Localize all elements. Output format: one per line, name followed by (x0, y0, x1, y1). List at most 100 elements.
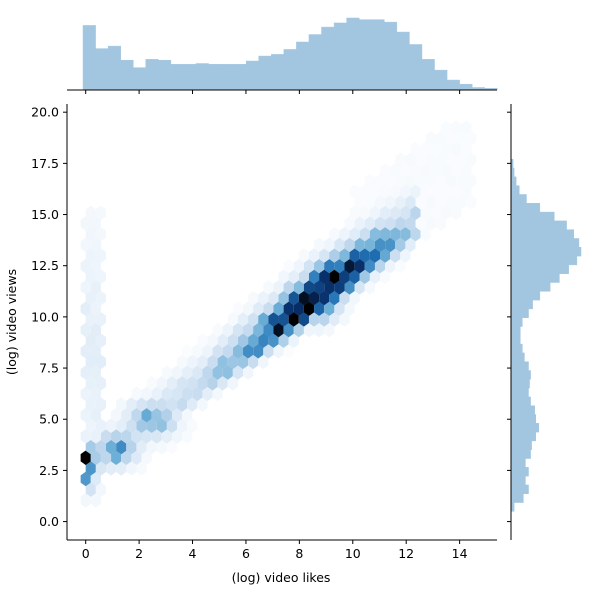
hexbin-cell (80, 450, 91, 465)
x-marginal-bar (346, 17, 360, 91)
hexbin-cell (253, 301, 264, 316)
hexbin-cell (248, 354, 259, 370)
x-marginal-bar (245, 60, 260, 91)
hexbin-cell (359, 184, 370, 199)
hexbin-cell (161, 365, 172, 380)
hexbin-cell (380, 226, 391, 242)
hexbin-cell (364, 195, 375, 210)
hexbin-cell (136, 397, 147, 412)
hexbin-cell (232, 301, 244, 316)
hexbin-cell (192, 344, 203, 359)
hexbin-cell (456, 152, 467, 167)
hexbin-cell (364, 280, 375, 295)
hexbin-cell (212, 344, 223, 359)
hexbin-cell (303, 322, 315, 338)
hexbin-cell (243, 365, 254, 380)
hexbin-cell (95, 290, 106, 306)
hexbin-cell (430, 205, 441, 221)
hexbin-cell (232, 322, 244, 338)
hexbin-cell (308, 312, 320, 327)
hexbin-cell (156, 418, 167, 434)
hexbin-cell (430, 163, 441, 178)
y-marginal-bar (510, 405, 535, 415)
top-hist-ticks (85, 90, 461, 94)
x-tick-label: 6 (242, 546, 250, 561)
hexbin-cell (369, 205, 381, 221)
hexbin-cell (420, 163, 431, 178)
hexbin-cell (227, 312, 238, 327)
hexbin-cells (80, 120, 477, 508)
hexbin-cell (354, 195, 365, 210)
hexbin-cell (390, 184, 401, 199)
y-marginal-bar (510, 467, 529, 477)
hexbin-cell (105, 439, 117, 455)
hexbin-cell (405, 216, 416, 231)
x-marginal-bar (446, 79, 460, 91)
hexbin-cell (410, 163, 421, 178)
hexbin-cell (293, 322, 304, 338)
x-marginal-bar (321, 26, 335, 91)
hexbin-cell (420, 226, 431, 242)
x-marginal-bar (333, 22, 347, 91)
hexbin-cell (90, 258, 101, 274)
hexbin-cell (146, 418, 157, 434)
hexbin-cell (95, 226, 106, 242)
hexbin-cell (222, 322, 233, 338)
hexbin-cell (95, 461, 106, 476)
hexbin-cell (420, 184, 431, 199)
hexbin-cell (182, 365, 193, 380)
hexbin-cell (136, 439, 147, 455)
hexbin-cell (324, 237, 335, 253)
x-marginal-bar (158, 59, 172, 91)
hexbin-cell (146, 439, 157, 455)
hexbin-cell (80, 407, 91, 423)
hexbin-cell (80, 365, 91, 380)
y-tick-label: 0.0 (39, 514, 59, 529)
hexbin-cell (293, 280, 304, 295)
hexbin-cell (374, 173, 386, 189)
hexbin-cell (141, 407, 152, 423)
hexbin-cell (308, 290, 320, 306)
y-marginal-histogram (507, 104, 582, 540)
hexbin-cell (95, 439, 106, 455)
y-marginal-bar (510, 475, 526, 486)
hexbin-cell (425, 152, 436, 167)
x-marginal-bar (220, 64, 234, 91)
y-tick-label: 12.5 (31, 258, 59, 273)
hexbin-cell (156, 375, 167, 391)
hexbin-cell (380, 205, 391, 221)
hexbin-cell (303, 280, 315, 295)
hexbin-cell (435, 173, 446, 189)
hexbin-cell (263, 301, 274, 316)
hexbin-cell (390, 226, 401, 242)
hexbin-cell (415, 152, 426, 167)
y-marginal-bar (510, 326, 521, 336)
hexbin-cell (319, 290, 330, 306)
hexbin-cell (182, 344, 193, 359)
hexbin-cell (80, 258, 91, 274)
y-marginal-bar (510, 423, 540, 433)
hexbin-cell (116, 439, 127, 455)
hexbin-cell (278, 312, 289, 327)
hexbin-cell (90, 280, 101, 295)
hexbin-cell (440, 120, 452, 135)
hexbin-cell (405, 152, 416, 167)
hexbin-cell (166, 397, 178, 412)
hexbin-cell (364, 173, 375, 189)
hexbin-cell (410, 141, 421, 157)
hexbin-cell (171, 429, 183, 444)
y-marginal-bar (510, 484, 529, 494)
hexbin-cell (395, 173, 406, 189)
hexbin-cell (202, 344, 213, 359)
y-tick-label: 5.0 (39, 412, 59, 427)
hexbin-cell (440, 141, 452, 157)
hexbin-cell (187, 375, 198, 391)
hexbin-cell (146, 375, 157, 391)
x-marginal-bar (258, 55, 272, 91)
hexbin-cell (288, 290, 299, 306)
hexbin-cell (380, 248, 391, 263)
hexbin-cell (314, 258, 325, 274)
hexbin-cell (166, 439, 178, 455)
hexbin-cell (85, 461, 96, 476)
hexbin-cell (151, 407, 162, 423)
